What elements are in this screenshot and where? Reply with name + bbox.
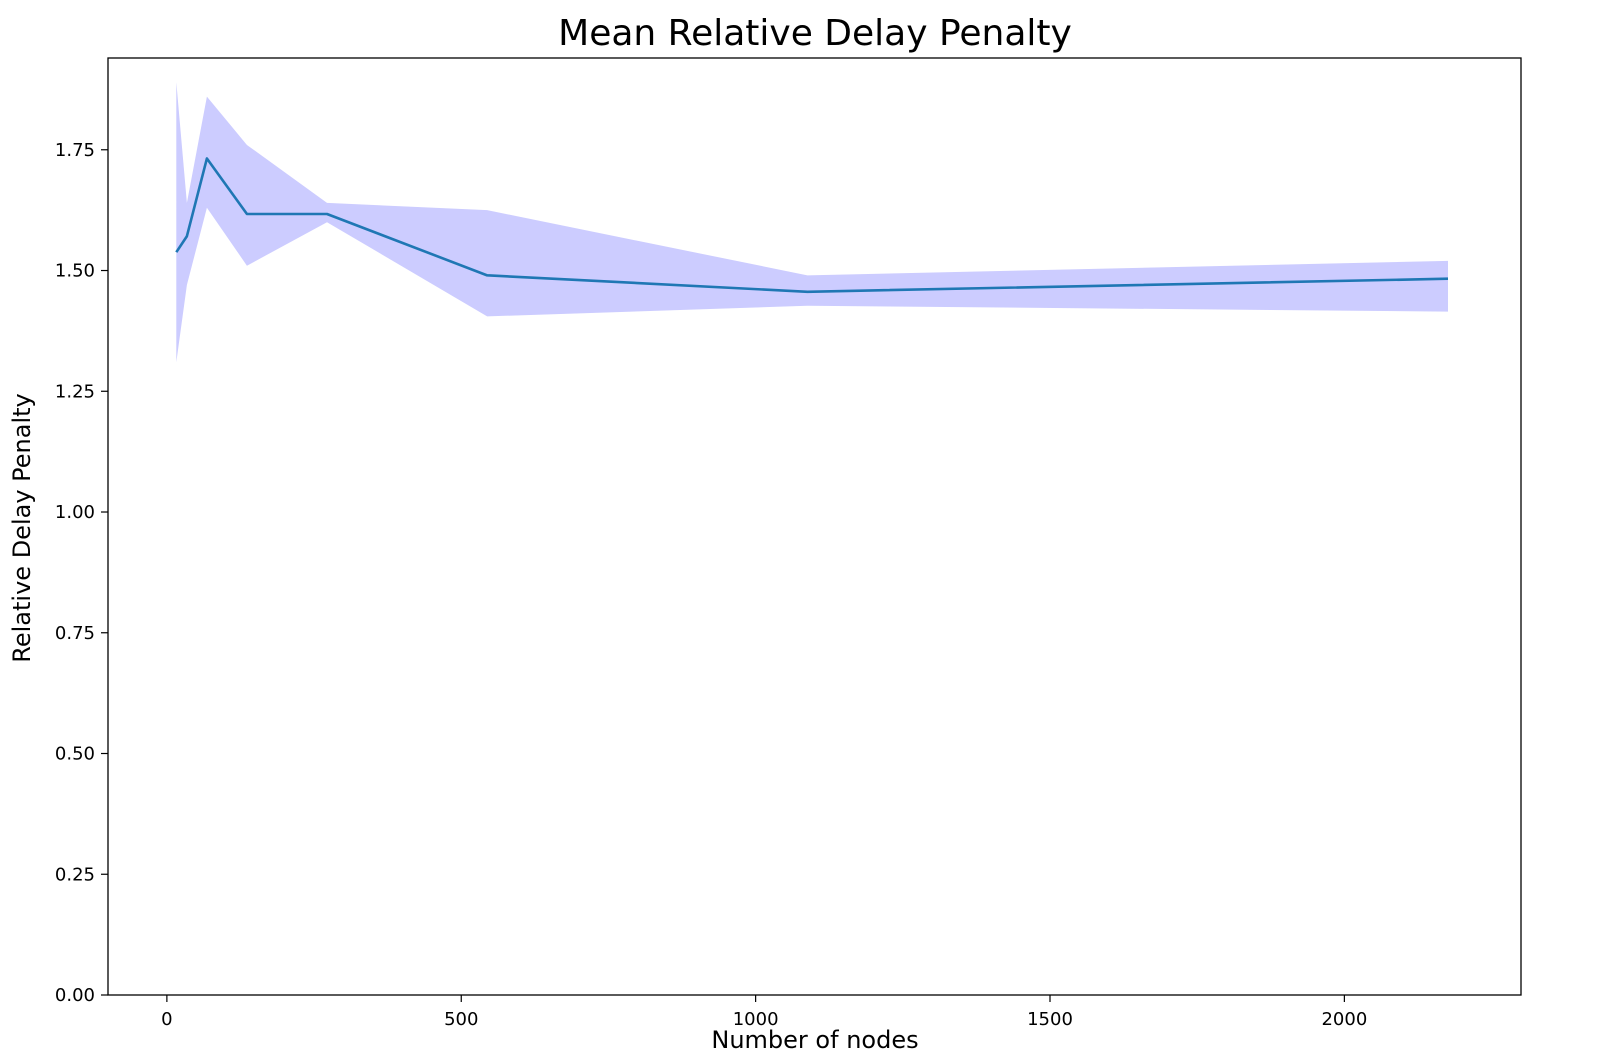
x-tick-label: 1500 xyxy=(1027,1009,1073,1030)
confidence-band-layer xyxy=(176,82,1448,363)
y-tick-label: 0.50 xyxy=(55,744,95,765)
x-tick-label: 500 xyxy=(444,1009,478,1030)
y-axis-ticks: 0.00 0.25 0.50 0.75 1.00 1.25 1.50 1.75 xyxy=(55,140,108,1006)
x-tick-label: 0 xyxy=(161,1009,172,1030)
y-axis-label: Relative Delay Penalty xyxy=(8,393,36,662)
y-tick-label: 0.25 xyxy=(55,864,95,885)
x-axis-ticks: 0 500 1000 1500 2000 xyxy=(161,995,1367,1030)
plot-area xyxy=(107,57,1522,996)
y-tick-label: 1.00 xyxy=(55,502,95,523)
y-tick-label: 1.25 xyxy=(55,381,95,402)
y-tick-label: 0.00 xyxy=(55,985,95,1006)
x-tick-label: 1000 xyxy=(733,1009,779,1030)
confidence-band xyxy=(176,82,1448,363)
axes-frame xyxy=(107,57,1522,996)
y-tick-label: 1.75 xyxy=(55,140,95,161)
series-line-layer xyxy=(175,157,1449,294)
series-line xyxy=(175,157,1449,294)
y-tick-label: 1.50 xyxy=(55,261,95,282)
chart-title: Mean Relative Delay Penalty xyxy=(558,13,1072,54)
x-tick-label: 2000 xyxy=(1321,1009,1367,1030)
y-tick-label: 0.75 xyxy=(55,623,95,644)
x-axis-label: Number of nodes xyxy=(711,1026,918,1054)
